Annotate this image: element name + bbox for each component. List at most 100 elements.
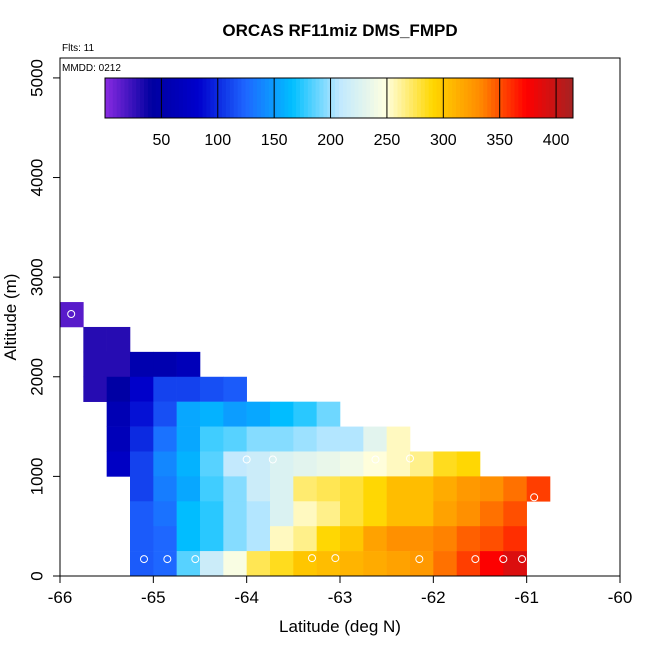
heatmap-cell	[176, 526, 201, 552]
heatmap-cell	[106, 426, 131, 452]
colorbar-segment	[545, 78, 551, 118]
colorbar-segment	[534, 78, 539, 118]
heatmap-cell	[293, 526, 317, 552]
colorbar-segment	[249, 78, 254, 118]
heatmap-cell	[153, 551, 177, 577]
heatmap-cell	[433, 526, 457, 552]
heatmap-cell	[130, 426, 154, 452]
heatmap-cell	[130, 476, 154, 502]
colorbar-segment	[210, 78, 215, 118]
heatmap-cell	[480, 551, 504, 577]
heatmap-cell	[503, 526, 527, 552]
colorbar-segment	[280, 78, 285, 118]
heatmap-cell	[130, 376, 154, 402]
heatmap-cell	[410, 526, 434, 552]
colorbar-segment	[315, 78, 320, 118]
colorbar-segment	[194, 78, 200, 118]
colorbar-segment	[479, 78, 484, 118]
colorbar-segment	[374, 78, 379, 118]
colorbar-segment	[319, 78, 324, 118]
colorbar-segment	[190, 78, 196, 118]
colorbar-segment	[409, 78, 414, 118]
heatmap-cell	[270, 551, 294, 577]
heatmap-cell	[223, 476, 247, 502]
heatmap-cell	[410, 476, 434, 502]
flight-marker	[471, 555, 480, 564]
heatmap-cell	[503, 476, 527, 502]
x-tick-label: -65	[141, 588, 166, 607]
colorbar-segment	[214, 78, 219, 118]
colorbar-segment	[140, 78, 145, 118]
colorbar-tick-label: 50	[152, 132, 170, 149]
heatmap-cell	[223, 526, 247, 552]
colorbar-segment	[327, 78, 332, 118]
heatmap-cell	[503, 501, 527, 527]
heatmap-cell	[200, 551, 224, 577]
colorbar-segment	[405, 78, 410, 118]
colorbar-segment	[300, 78, 305, 118]
flight-marker	[331, 554, 340, 563]
colorbar-segment	[389, 78, 395, 118]
heatmap-cell	[270, 501, 294, 527]
heatmap-cell	[270, 526, 294, 552]
flight-marker	[67, 310, 76, 319]
colorbar-segment	[522, 78, 527, 118]
heatmap-cell	[176, 476, 201, 502]
colorbar-segment	[237, 78, 242, 118]
colorbar-segment	[475, 78, 480, 118]
colorbar-segment	[456, 78, 461, 118]
heatmap-cell	[176, 351, 201, 378]
heatmap-cell	[106, 351, 131, 378]
heatmap-cell	[176, 426, 201, 452]
heatmap-cell	[386, 526, 411, 552]
flight-markers	[67, 310, 539, 564]
heatmap-cell	[200, 376, 224, 402]
colorbar-segment	[171, 78, 176, 118]
colorbar-segment	[346, 78, 352, 118]
colorbar-segment	[202, 78, 207, 118]
colorbar-segment	[331, 78, 336, 118]
colorbar-segment	[362, 78, 367, 118]
heatmap-cell	[200, 476, 224, 502]
colorbar-segment	[257, 78, 262, 118]
heatmap-cell	[246, 451, 271, 477]
flight-marker	[163, 555, 172, 564]
colorbar-tick-label: 100	[204, 132, 231, 149]
colorbar-segment	[557, 78, 562, 118]
colorbar-segment	[245, 78, 250, 118]
colorbar-segment	[502, 78, 508, 118]
flight-marker	[242, 455, 251, 464]
heatmap-cell	[83, 326, 107, 353]
heatmap-cell	[176, 551, 201, 577]
x-axis-label: Latitude (deg N)	[279, 617, 401, 636]
colorbar-segment	[339, 78, 344, 118]
colorbar-segment	[378, 78, 383, 118]
colorbar-tick-label: 150	[261, 132, 288, 149]
colorbar-segment	[261, 78, 266, 118]
colorbar-segment	[206, 78, 211, 118]
heatmap-cell	[176, 451, 201, 477]
heatmap-cell	[363, 551, 387, 577]
y-tick-label: 0	[27, 571, 46, 580]
heatmap-cell	[480, 526, 504, 552]
heatmap-cell	[246, 501, 271, 527]
colorbar-segment	[112, 78, 118, 118]
heatmap-cell	[153, 526, 177, 552]
heatmap-cell	[480, 501, 504, 527]
heatmap-cell	[316, 451, 341, 477]
colorbar-segment	[198, 78, 203, 118]
y-tick-label: 3000	[27, 258, 46, 296]
heatmap-cell	[130, 526, 154, 552]
colorbar-segment	[222, 78, 227, 118]
colorbar-segment	[514, 78, 519, 118]
colorbar-tick-label: 250	[374, 132, 401, 149]
colorbar-frame	[104, 77, 574, 119]
colorbar-segment	[537, 78, 543, 118]
x-tick-label: -63	[328, 588, 353, 607]
colorbar-segment	[463, 78, 469, 118]
heatmap-cell	[130, 451, 154, 477]
heatmap-cell	[363, 526, 387, 552]
heatmap-cell	[246, 401, 271, 427]
heatmap-cell	[223, 401, 247, 427]
heatmap-cell	[316, 401, 341, 427]
